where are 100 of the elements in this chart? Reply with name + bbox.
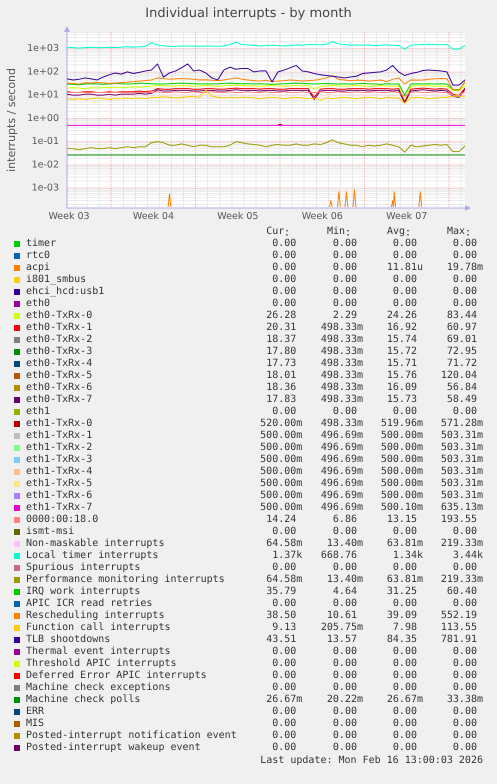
text: 43.51 [266, 634, 296, 646]
text: 14.24 [266, 514, 296, 526]
legend-label: eth1-TxRx-3 [26, 454, 92, 466]
text: 0.00 [332, 658, 357, 670]
text: 60.97 [446, 322, 477, 334]
legend-label: eth1-TxRx-1 [26, 430, 92, 442]
text: 20.31 [266, 322, 296, 334]
text: Last update: Mon Feb 16 13:00:03 2026 [260, 754, 483, 767]
text: 17.80 [266, 346, 296, 358]
text: 571.28m [440, 418, 483, 430]
legend-label: eth1-TxRx-6 [26, 490, 92, 502]
text: 0.00 [272, 598, 296, 610]
text: 26.67m [386, 694, 423, 706]
legend-label: Rescheduling interrupts [26, 610, 164, 622]
text: 18.01 [266, 370, 296, 382]
text: 0.00 [452, 526, 477, 538]
x-tick-label: Week 06 [302, 211, 343, 222]
text: 0.00 [392, 562, 417, 574]
text: 503.31m [440, 478, 483, 490]
legend-label: ERR [26, 706, 44, 718]
text: 500.00m [260, 490, 302, 502]
legend-label: eth0-TxRx-1 [26, 322, 92, 334]
text: 219.33m [440, 538, 483, 550]
category-label: Max [446, 226, 465, 238]
legend-label: acpi [26, 262, 50, 274]
text: 16.92 [386, 322, 417, 334]
text: 20.22m [326, 694, 363, 706]
text: 7.98 [392, 622, 417, 634]
text: 496.69m [320, 454, 363, 466]
text: 13.40m [326, 538, 363, 550]
text: 0.00 [332, 406, 357, 418]
text: 2.29 [332, 310, 357, 322]
legend-label: eth0-TxRx-3 [26, 346, 92, 358]
text: 0.00 [272, 406, 296, 418]
text: 498.33m [320, 370, 363, 382]
text: 0.00 [272, 250, 296, 262]
legend-label: Posted-interrupt wakeup event [26, 742, 201, 754]
text: 0.00 [332, 562, 357, 574]
text: 0.00 [332, 298, 357, 310]
text: 781.91 [440, 634, 477, 646]
legend-label: 0000:00:18.0 [26, 514, 98, 526]
text: 0.00 [332, 730, 357, 742]
legend-label: ismt-msi [26, 526, 74, 538]
legend-label: Spurious interrupts [26, 562, 140, 574]
text: 0.00 [452, 598, 477, 610]
text: 0.00 [452, 658, 477, 670]
legend-label: APIC ICR read retries [26, 598, 152, 610]
text: 31.25 [386, 586, 417, 598]
text: 4.64 [332, 586, 357, 598]
legend-label: eth0-TxRx-5 [26, 370, 92, 382]
text: 39.09 [386, 610, 417, 622]
text: 503.31m [440, 454, 483, 466]
text: 0.00 [272, 658, 296, 670]
text: 496.69m [320, 502, 363, 514]
text: 0.00 [452, 718, 477, 730]
text: 0.00 [452, 274, 477, 286]
text: 69.01 [446, 334, 477, 346]
text: 3.44k [452, 550, 483, 562]
text: 0.00 [272, 526, 296, 538]
text: 219.33m [440, 574, 483, 586]
text: 11.81u [386, 262, 423, 274]
legend-label: Machine check polls [26, 694, 140, 706]
text: 1.37k [272, 550, 302, 562]
text: 15.76 [386, 370, 417, 382]
text: 17.73 [266, 358, 296, 370]
text: 18.37 [266, 334, 296, 346]
legend-label: eth0-TxRx-2 [26, 334, 92, 346]
text: 500.00m [260, 442, 302, 454]
text: 15.72 [386, 346, 417, 358]
text: 0.00 [332, 670, 357, 682]
text: 500.00m [260, 502, 302, 514]
legend-label: eth0 [26, 298, 50, 310]
legend-label: MIS [26, 718, 44, 730]
text: 503.31m [440, 430, 483, 442]
legend-label: eth1-TxRx-2 [26, 442, 92, 454]
legend-label: timer [26, 238, 56, 250]
text: 26.28 [266, 310, 296, 322]
text: 0.00 [392, 598, 417, 610]
text: 0.00 [452, 706, 477, 718]
y-tick-label: 1e+01 [27, 90, 59, 101]
legend-label: Function call interrupts [26, 622, 170, 634]
legend-label: eth1-TxRx-4 [26, 466, 92, 478]
text: 500.00m [380, 466, 423, 478]
text: 503.31m [440, 490, 483, 502]
legend-label: Threshold APIC interrupts [26, 658, 177, 670]
text: 6.86 [332, 514, 357, 526]
text: 0.00 [272, 730, 296, 742]
text: 500.00m [260, 466, 302, 478]
text: 120.04 [440, 370, 477, 382]
text: 520.00m [260, 418, 302, 430]
text: 498.33m [320, 334, 363, 346]
text: 64.58m [266, 538, 302, 550]
text: 0.00 [272, 274, 296, 286]
text: 496.69m [320, 478, 363, 490]
text: 0.00 [392, 718, 417, 730]
text: 0.00 [392, 742, 417, 754]
text: 503.31m [440, 442, 483, 454]
legend-label: i801_smbus [26, 274, 86, 286]
text: 15.74 [386, 334, 417, 346]
text: 0.00 [392, 250, 417, 262]
